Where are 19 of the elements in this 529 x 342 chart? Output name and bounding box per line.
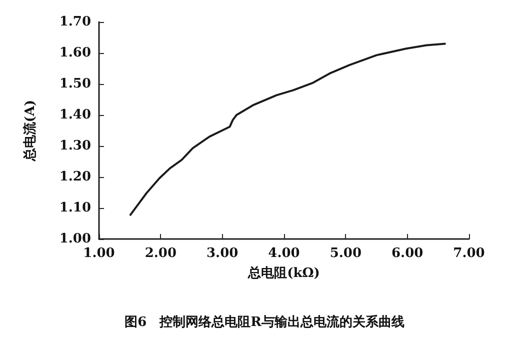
y-tick-label: 1.60 xyxy=(59,46,91,60)
x-tick-label: 7.00 xyxy=(453,246,485,261)
x-tick-label: 1.00 xyxy=(83,246,115,261)
text: 图6 控制网络总电阻R与输出总电流的关系曲线 xyxy=(124,314,404,330)
x-tick-label: 6.00 xyxy=(391,246,424,261)
y-tick-label: 1.70 xyxy=(59,14,91,30)
y-axis-title: 总电流(A) xyxy=(22,100,38,162)
x-tick-label: 3.00 xyxy=(206,246,238,261)
line-series xyxy=(129,42,446,216)
y-tick-label: 1.40 xyxy=(59,108,91,122)
y-tick-label: 1.20 xyxy=(59,170,91,184)
x-tick-label: 4.00 xyxy=(268,246,300,261)
y-tick-label: 1.00 xyxy=(59,232,91,246)
y-tick-label: 1.10 xyxy=(59,200,91,216)
x-tick-label: 5.00 xyxy=(330,246,362,261)
y-tick-label: 1.30 xyxy=(59,138,91,154)
x-axis-title: 总电阻(kΩ) xyxy=(247,265,320,281)
x-tick-label: 2.00 xyxy=(144,246,177,261)
y-tick-label: 1.50 xyxy=(59,76,91,92)
